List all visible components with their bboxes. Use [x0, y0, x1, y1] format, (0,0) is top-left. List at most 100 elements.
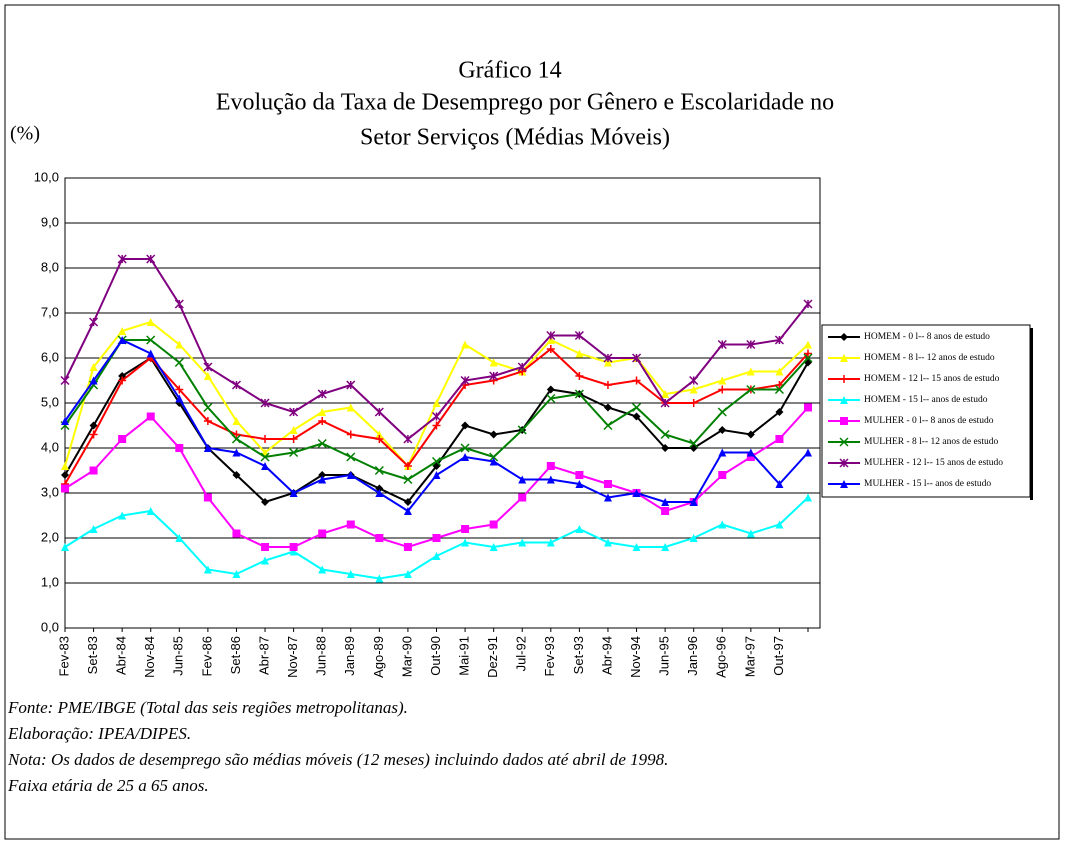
marker [718, 385, 727, 394]
marker [518, 538, 527, 547]
x-tick-label: Mar-97 [742, 636, 757, 677]
marker [840, 333, 848, 341]
y-tick-label: 0,0 [41, 619, 59, 634]
marker [546, 385, 555, 394]
x-tick-label: Fev-93 [542, 636, 557, 676]
x-tick-label: Jun-95 [657, 636, 672, 676]
marker [603, 353, 613, 363]
x-tick-label: Out-97 [771, 636, 786, 676]
series [60, 254, 813, 444]
marker [318, 408, 327, 416]
note: Fonte: PME/IBGE (Total das seis regiões … [7, 698, 408, 717]
marker [517, 425, 527, 435]
marker [603, 480, 612, 488]
marker [632, 353, 642, 363]
marker [689, 438, 699, 449]
marker [575, 372, 584, 380]
marker [175, 534, 184, 542]
x-tick-label: Jan-96 [685, 636, 700, 676]
x-tick-label: Set-93 [571, 636, 586, 674]
x-tick-label: Nov-84 [142, 636, 157, 678]
x-tick-label: Out-90 [428, 636, 443, 676]
series [61, 493, 812, 583]
marker [746, 339, 756, 350]
y-tick-label: 5,0 [41, 394, 59, 409]
marker [775, 480, 784, 488]
note: Elaboração: IPEA/DIPES. [7, 724, 191, 743]
marker [461, 340, 470, 349]
marker [840, 396, 848, 404]
legend-label: HOMEM - 8 l-- 12 anos de estudo [864, 353, 995, 363]
marker [840, 375, 848, 383]
marker [146, 335, 156, 345]
x-tick-label: Set-86 [228, 636, 243, 674]
series [61, 403, 812, 551]
marker [803, 299, 813, 309]
legend-label: MULHER - 8 l-- 12 anos de estudo [864, 437, 999, 447]
marker [431, 411, 442, 422]
marker [61, 471, 69, 479]
marker [89, 466, 98, 475]
marker [289, 407, 299, 417]
marker [232, 471, 241, 479]
marker [746, 529, 755, 538]
marker [403, 434, 413, 444]
marker [318, 565, 327, 574]
marker [775, 520, 784, 529]
marker [118, 376, 127, 385]
marker [432, 552, 441, 560]
marker [289, 426, 298, 434]
marker [461, 538, 470, 547]
marker [432, 534, 441, 542]
x-tick-label: Abr-84 [114, 636, 129, 675]
marker [574, 330, 584, 341]
marker [174, 299, 184, 309]
marker [489, 358, 498, 367]
marker [575, 525, 584, 533]
marker [403, 507, 412, 515]
marker [660, 398, 670, 408]
marker [546, 393, 556, 404]
chart-title: Gráfico 14 [458, 58, 561, 84]
marker [375, 574, 384, 583]
x-tick-label: Dez-91 [485, 636, 500, 678]
x-tick-label: Abr-87 [256, 636, 271, 675]
marker [60, 375, 70, 386]
x-tick-label: Nov-87 [285, 636, 300, 678]
marker [231, 434, 241, 444]
marker [375, 489, 384, 497]
marker [803, 353, 813, 363]
marker [518, 493, 527, 502]
marker [661, 543, 670, 551]
marker [61, 484, 69, 493]
marker [403, 498, 412, 506]
marker [61, 543, 69, 551]
x-tick-label: Ago-89 [371, 636, 386, 678]
marker [603, 358, 612, 367]
marker [718, 520, 727, 529]
marker [575, 480, 584, 488]
marker [461, 453, 470, 461]
marker [517, 362, 527, 372]
chart-subtitle: Evolução da Taxa de Desemprego por Gêner… [216, 90, 834, 116]
marker [203, 444, 212, 452]
marker [89, 421, 98, 430]
marker [717, 407, 727, 417]
marker [775, 381, 784, 389]
marker [175, 340, 184, 349]
marker [546, 462, 555, 470]
marker [261, 498, 270, 506]
marker [232, 529, 241, 538]
marker [661, 390, 670, 398]
plot-area [64, 177, 821, 629]
x-tick-label: Nov-94 [628, 636, 643, 678]
marker [261, 556, 270, 565]
marker [232, 570, 241, 578]
marker [746, 384, 756, 395]
x-tick-label: Set-83 [85, 636, 100, 674]
marker [260, 398, 270, 408]
marker [118, 336, 127, 344]
marker [374, 465, 384, 476]
marker [460, 443, 470, 453]
